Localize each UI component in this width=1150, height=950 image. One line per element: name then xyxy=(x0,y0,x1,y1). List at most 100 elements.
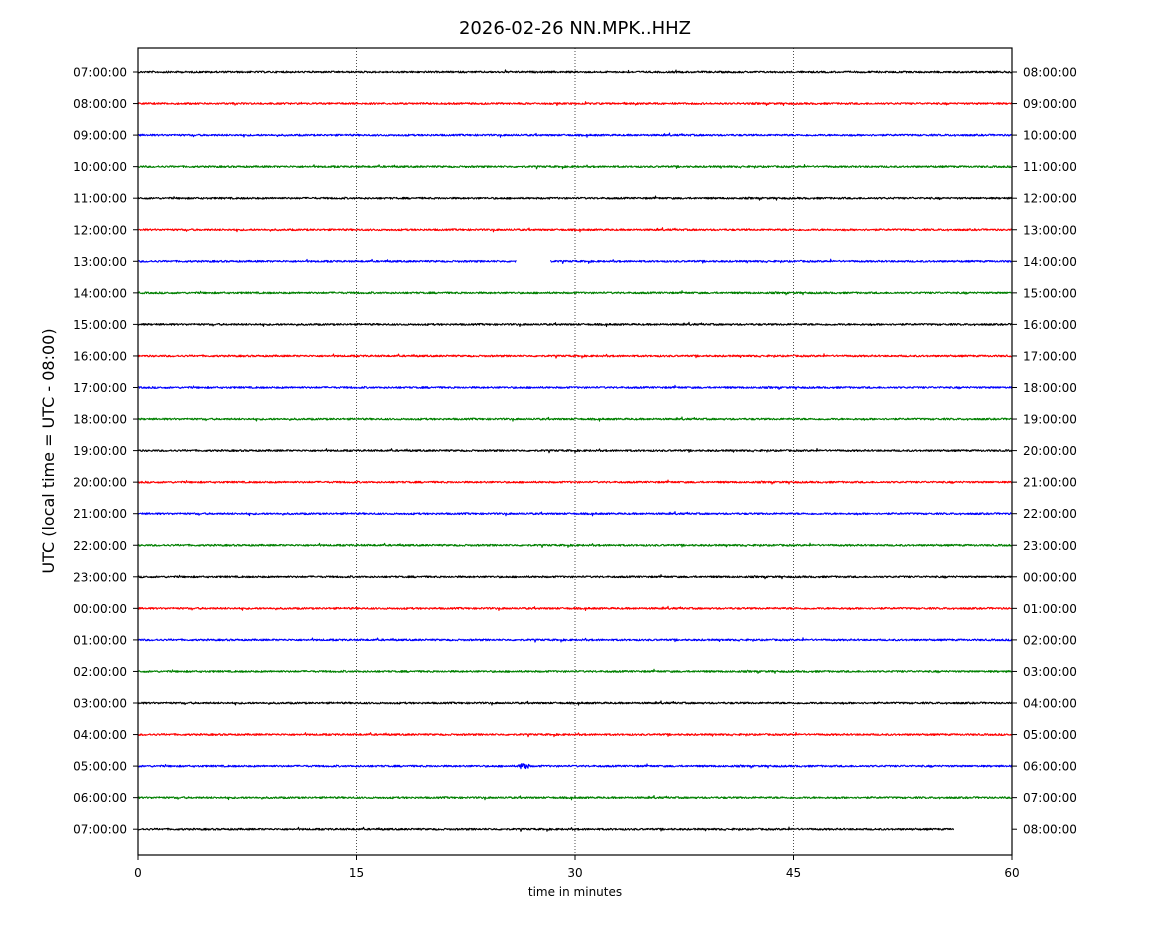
trace-line xyxy=(137,700,1013,706)
trace-row xyxy=(137,321,1013,328)
trace-line xyxy=(137,69,1013,74)
utc-tick-label: 13:00:00 xyxy=(73,255,127,269)
trace-line xyxy=(137,574,1013,580)
utc-tick-label: 00:00:00 xyxy=(73,602,127,616)
trace-row xyxy=(137,542,1013,548)
local-tick-label: 10:00:00 xyxy=(1023,129,1077,143)
trace-line xyxy=(137,763,1013,770)
local-tick-label: 07:00:00 xyxy=(1023,791,1077,805)
utc-tick-label: 10:00:00 xyxy=(73,160,127,174)
trace-line xyxy=(137,826,955,832)
trace-row xyxy=(137,668,1013,674)
local-tick-label: 16:00:00 xyxy=(1023,318,1077,332)
local-tick-label: 21:00:00 xyxy=(1023,476,1077,490)
trace-line xyxy=(137,511,1013,517)
trace-row xyxy=(137,574,1013,580)
local-tick-label: 00:00:00 xyxy=(1023,570,1077,584)
x-tick-label: 45 xyxy=(786,866,801,880)
trace-row xyxy=(137,605,1013,612)
utc-tick-label: 11:00:00 xyxy=(73,192,127,206)
utc-tick-label: 07:00:00 xyxy=(73,66,127,80)
utc-tick-label: 22:00:00 xyxy=(73,539,127,553)
x-axis-label: time in minutes xyxy=(528,885,622,899)
local-tick-label: 11:00:00 xyxy=(1023,160,1077,174)
utc-tick-label: 08:00:00 xyxy=(73,97,127,111)
local-tick-label: 04:00:00 xyxy=(1023,697,1077,711)
trace-line xyxy=(137,605,1013,612)
local-tick-label: 09:00:00 xyxy=(1023,97,1077,111)
trace-row xyxy=(137,826,955,832)
trace-row xyxy=(137,795,1013,801)
x-tick-label: 60 xyxy=(1004,866,1019,880)
trace-row xyxy=(137,227,1013,233)
plot-frame xyxy=(137,47,1013,856)
utc-tick-label: 07:00:00 xyxy=(73,823,127,837)
trace-row xyxy=(137,731,1013,738)
trace-line xyxy=(137,227,1013,233)
utc-tick-label: 14:00:00 xyxy=(73,286,127,300)
local-tick-label: 15:00:00 xyxy=(1023,286,1077,300)
utc-tick-label: 15:00:00 xyxy=(73,318,127,332)
trace-line xyxy=(137,542,1013,548)
local-tick-label: 23:00:00 xyxy=(1023,539,1077,553)
local-tick-label: 17:00:00 xyxy=(1023,349,1077,363)
trace-row xyxy=(137,258,1013,265)
trace-row xyxy=(137,511,1013,517)
utc-tick-label: 17:00:00 xyxy=(73,381,127,395)
local-tick-label: 01:00:00 xyxy=(1023,602,1077,616)
trace-line xyxy=(137,132,1013,138)
local-tick-label: 20:00:00 xyxy=(1023,444,1077,458)
local-tick-label: 05:00:00 xyxy=(1023,728,1077,742)
trace-line xyxy=(137,258,517,263)
trace-row xyxy=(137,447,1013,454)
trace-row xyxy=(137,195,1013,201)
trace-line xyxy=(137,384,1013,390)
trace-row xyxy=(137,479,1013,485)
trace-line xyxy=(137,101,1013,107)
local-tick-label: 13:00:00 xyxy=(1023,223,1077,237)
utc-tick-label: 20:00:00 xyxy=(73,476,127,490)
trace-row xyxy=(137,384,1013,390)
trace-line xyxy=(137,731,1013,738)
utc-tick-label: 09:00:00 xyxy=(73,129,127,143)
local-tick-label: 18:00:00 xyxy=(1023,381,1077,395)
trace-line xyxy=(137,668,1013,674)
utc-tick-label: 12:00:00 xyxy=(73,223,127,237)
trace-row xyxy=(137,101,1013,107)
seismic-traces xyxy=(137,69,1013,832)
y-axis-label: UTC (local time = UTC - 08:00) xyxy=(39,328,58,573)
trace-line xyxy=(137,795,1013,801)
trace-row xyxy=(137,132,1013,138)
utc-tick-label: 01:00:00 xyxy=(73,633,127,647)
trace-row xyxy=(137,164,1013,170)
local-tick-label: 19:00:00 xyxy=(1023,413,1077,427)
utc-tick-label: 16:00:00 xyxy=(73,349,127,363)
trace-row xyxy=(137,69,1013,74)
x-tick-label: 0 xyxy=(134,866,142,880)
utc-tick-label: 02:00:00 xyxy=(73,665,127,679)
chart-title: 2026-02-26 NN.MPK..HHZ xyxy=(459,18,691,39)
utc-tick-label: 05:00:00 xyxy=(73,760,127,774)
local-tick-label: 14:00:00 xyxy=(1023,255,1077,269)
utc-tick-label: 04:00:00 xyxy=(73,728,127,742)
trace-line xyxy=(137,447,1013,454)
trace-line xyxy=(137,353,1013,359)
x-tick-label: 30 xyxy=(567,866,582,880)
trace-line xyxy=(137,195,1013,201)
trace-row xyxy=(137,763,1013,770)
axis-ticks: 0 15 30 45 60 07:00:00 08:00:00 08:00:00 09:00:0… xyxy=(73,66,1077,881)
utc-tick-label: 18:00:00 xyxy=(73,413,127,427)
local-tick-label: 06:00:00 xyxy=(1023,760,1077,774)
trace-row xyxy=(137,353,1013,359)
trace-line xyxy=(137,479,1013,485)
x-tick-label: 15 xyxy=(349,866,364,880)
trace-line xyxy=(137,637,1013,643)
trace-line xyxy=(137,164,1013,170)
trace-row xyxy=(137,416,1013,422)
trace-line xyxy=(137,416,1013,422)
utc-tick-label: 06:00:00 xyxy=(73,791,127,805)
local-tick-label: 08:00:00 xyxy=(1023,823,1077,837)
utc-tick-label: 23:00:00 xyxy=(73,570,127,584)
trace-line xyxy=(549,258,1013,265)
